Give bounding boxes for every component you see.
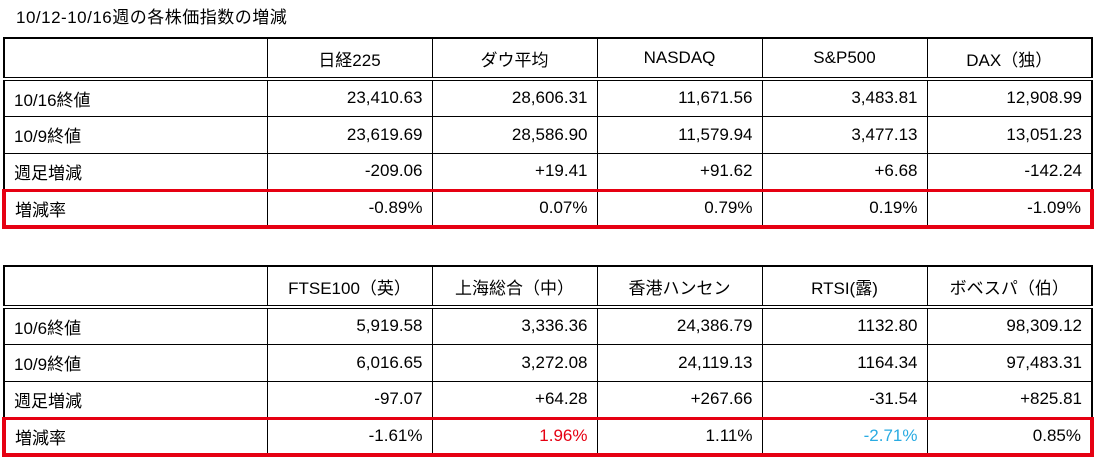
cell-value-negative-blue: -2.71% bbox=[761, 416, 928, 457]
cell-value: 23,619.69 bbox=[266, 115, 433, 154]
cell-value-positive-red: 1.96% bbox=[431, 416, 598, 457]
table-row-change-rate-highlight: 増減率 -1.61% 1.96% 1.11% -2.71% 0.85% bbox=[2, 416, 1094, 457]
cell-value: 11,579.94 bbox=[596, 115, 763, 154]
row-label: 週足増減 bbox=[3, 152, 268, 191]
cell-value: 3,272.08 bbox=[431, 343, 598, 382]
table-row-weekly-change: 週足増減 -209.06 +19.41 +91.62 +6.68 -142.24 bbox=[3, 152, 1093, 191]
table-asia-emerging-indices: FTSE100（英） 上海総合（中） 香港ハンセン RTSI(露) ボベスパ（伯… bbox=[2, 265, 1094, 457]
cell-value: 0.19% bbox=[761, 188, 928, 229]
cell-value: 12,908.99 bbox=[926, 78, 1093, 117]
cell-value: 1164.34 bbox=[761, 343, 928, 382]
cell-value: +825.81 bbox=[926, 380, 1093, 419]
cell-value: 1.11% bbox=[596, 416, 763, 457]
table-us-eu-indices: 日経225 ダウ平均 NASDAQ S&P500 DAX（独） 10/16終値 … bbox=[2, 37, 1094, 229]
row-label: 増減率 bbox=[2, 188, 268, 229]
cell-value: -1.09% bbox=[926, 188, 1094, 229]
row-label: 10/16終値 bbox=[3, 78, 268, 117]
cell-value: 24,386.79 bbox=[596, 306, 763, 345]
cell-value: 98,309.12 bbox=[926, 306, 1093, 345]
table-row-change-rate-highlight: 増減率 -0.89% 0.07% 0.79% 0.19% -1.09% bbox=[2, 188, 1094, 229]
column-header-dax: DAX（独） bbox=[926, 37, 1093, 81]
column-header-dow-average: ダウ平均 bbox=[431, 37, 598, 81]
column-header-ftse100: FTSE100（英） bbox=[266, 265, 433, 309]
cell-value: 28,586.90 bbox=[431, 115, 598, 154]
table-row-weekly-change: 週足増減 -97.07 +64.28 +267.66 -31.54 +825.8… bbox=[3, 380, 1093, 419]
cell-value: -31.54 bbox=[761, 380, 928, 419]
table-row-close-1016: 10/16終値 23,410.63 28,606.31 11,671.56 3,… bbox=[3, 78, 1093, 117]
column-header-nasdaq: NASDAQ bbox=[596, 37, 763, 81]
column-header-blank bbox=[3, 265, 268, 309]
cell-value: 97,483.31 bbox=[926, 343, 1093, 382]
cell-value: -0.89% bbox=[266, 188, 433, 229]
column-header-nikkei225: 日経225 bbox=[266, 37, 433, 81]
cell-value: -209.06 bbox=[266, 152, 433, 191]
cell-value: +64.28 bbox=[431, 380, 598, 419]
cell-value: 0.07% bbox=[431, 188, 598, 229]
cell-value: +267.66 bbox=[596, 380, 763, 419]
column-header-bovespa: ボベスパ（伯） bbox=[926, 265, 1093, 309]
page-title: 10/12-10/16週の各株価指数の増減 bbox=[16, 8, 288, 27]
row-label: 10/6終値 bbox=[3, 306, 268, 345]
cell-value: +19.41 bbox=[431, 152, 598, 191]
cell-value: -97.07 bbox=[266, 380, 433, 419]
cell-value: 11,671.56 bbox=[596, 78, 763, 117]
cell-value: 3,483.81 bbox=[761, 78, 928, 117]
cell-value: 24,119.13 bbox=[596, 343, 763, 382]
row-label: 10/9終値 bbox=[3, 115, 268, 154]
cell-value: 0.85% bbox=[926, 416, 1094, 457]
cell-value: 3,477.13 bbox=[761, 115, 928, 154]
row-label: 10/9終値 bbox=[3, 343, 268, 382]
table-header-row: FTSE100（英） 上海総合（中） 香港ハンセン RTSI(露) ボベスパ（伯… bbox=[3, 265, 1093, 309]
cell-value: 23,410.63 bbox=[266, 78, 433, 117]
column-header-hang-seng: 香港ハンセン bbox=[596, 265, 763, 309]
cell-value: 6,016.65 bbox=[266, 343, 433, 382]
table-row-close-109: 10/9終値 23,619.69 28,586.90 11,579.94 3,4… bbox=[3, 115, 1093, 154]
cell-value: -1.61% bbox=[266, 416, 433, 457]
cell-value: 0.79% bbox=[596, 188, 763, 229]
column-header-shanghai-composite: 上海総合（中） bbox=[431, 265, 598, 309]
row-label: 増減率 bbox=[2, 416, 268, 457]
table-row-close-106: 10/6終値 5,919.58 3,336.36 24,386.79 1132.… bbox=[3, 306, 1093, 345]
cell-value: 5,919.58 bbox=[266, 306, 433, 345]
cell-value: +91.62 bbox=[596, 152, 763, 191]
cell-value: 3,336.36 bbox=[431, 306, 598, 345]
column-header-blank bbox=[3, 37, 268, 81]
cell-value: 13,051.23 bbox=[926, 115, 1093, 154]
cell-value: 1132.80 bbox=[761, 306, 928, 345]
column-header-sp500: S&P500 bbox=[761, 37, 928, 81]
cell-value: 28,606.31 bbox=[431, 78, 598, 117]
row-label: 週足増減 bbox=[3, 380, 268, 419]
table-row-close-109: 10/9終値 6,016.65 3,272.08 24,119.13 1164.… bbox=[3, 343, 1093, 382]
cell-value: +6.68 bbox=[761, 152, 928, 191]
cell-value: -142.24 bbox=[926, 152, 1093, 191]
column-header-rtsi: RTSI(露) bbox=[761, 265, 928, 309]
table-header-row: 日経225 ダウ平均 NASDAQ S&P500 DAX（独） bbox=[3, 37, 1093, 81]
